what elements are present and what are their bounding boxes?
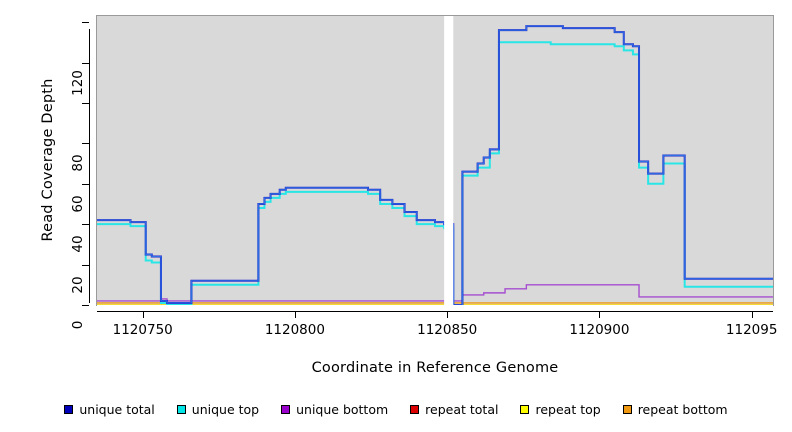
y-tick-label: 40	[70, 235, 86, 253]
y-tick	[82, 183, 89, 185]
legend-swatch-icon	[64, 404, 74, 414]
legend-label: repeat total	[425, 401, 499, 417]
legend-swatch-icon	[622, 404, 632, 414]
masked-region-gap	[444, 16, 454, 305]
coverage-depth-plot	[97, 16, 773, 305]
x-tick	[142, 311, 144, 318]
legend-item-repeat-total[interactable]: repeat total	[410, 402, 498, 417]
x-axis-line	[97, 311, 773, 312]
x-tick	[599, 311, 601, 318]
legend-swatch-icon	[410, 404, 420, 414]
x-axis-title: Coordinate in Reference Genome	[311, 360, 559, 376]
series-unique-total	[97, 25, 773, 305]
series-unique-top	[97, 41, 773, 305]
legend-swatch-icon	[176, 404, 186, 414]
y-tick	[82, 305, 89, 306]
legend-item-repeat-top[interactable]: repeat top	[520, 401, 601, 417]
legend-item-unique-bottom[interactable]: unique bottom	[281, 402, 388, 417]
x-tick	[294, 311, 296, 318]
legend-label: unique bottom	[296, 401, 389, 417]
legend-item-unique-top[interactable]: unique top	[176, 401, 260, 417]
legend-label: repeat top	[535, 401, 601, 417]
y-tick-label: 80	[70, 154, 86, 172]
legend-item-repeat-bottom[interactable]: repeat bottom	[622, 401, 728, 417]
plot-panel-background	[97, 16, 773, 305]
legend-swatch-icon	[281, 404, 291, 414]
panel-top-border	[97, 15, 774, 16]
legend-label: unique top	[191, 401, 260, 417]
x-tick-label: 1120750	[112, 322, 173, 338]
y-tick	[82, 224, 89, 226]
series-unique-bottom	[97, 284, 773, 302]
y-tick	[82, 264, 89, 266]
y-tick-label: 60	[70, 195, 86, 213]
y-axis-line	[89, 29, 90, 303]
y-axis-title: Read Coverage Depth	[40, 78, 56, 242]
panel-left-border	[96, 15, 97, 306]
chart-legend: unique total unique top unique bottom repea…	[0, 398, 792, 420]
series-unique-total-highlight	[97, 25, 773, 305]
y-tick-label: 0	[70, 320, 86, 330]
y-tick-label: 120	[70, 69, 86, 96]
x-tick-label: 1120850	[417, 322, 478, 338]
x-tick	[447, 311, 449, 318]
y-tick-label: 20	[70, 276, 86, 294]
y-tick	[82, 62, 89, 64]
x-tick-label: 112095	[725, 322, 778, 338]
y-tick	[82, 102, 89, 104]
x-tick	[751, 311, 753, 318]
x-tick-label: 1120800	[264, 322, 325, 338]
y-tick	[82, 22, 89, 24]
legend-item-unique-total[interactable]: unique total	[64, 401, 155, 417]
legend-swatch-icon	[520, 404, 530, 414]
x-tick-label: 1120900	[569, 322, 630, 338]
panel-right-border	[773, 15, 774, 306]
legend-label: repeat bottom	[637, 401, 728, 417]
y-tick	[82, 143, 89, 145]
legend-label: unique total	[79, 401, 155, 417]
